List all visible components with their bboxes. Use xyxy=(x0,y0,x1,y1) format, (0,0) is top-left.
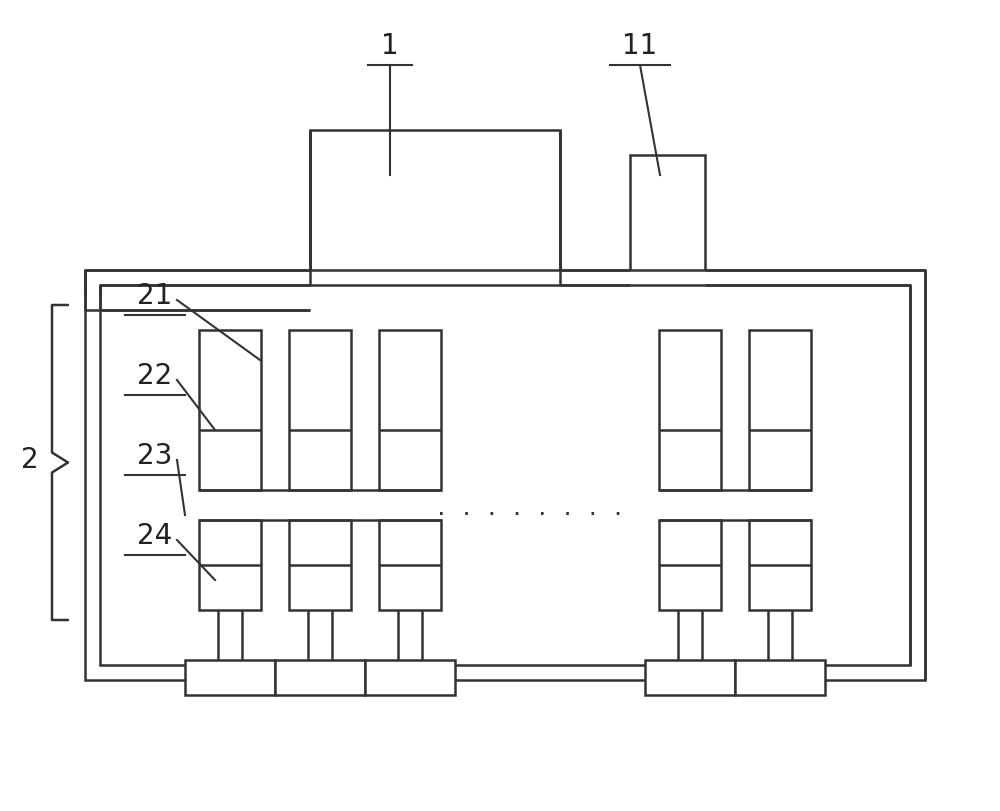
Text: 24: 24 xyxy=(137,522,173,550)
Bar xyxy=(645,660,735,695)
Bar xyxy=(735,660,825,695)
Bar xyxy=(310,130,560,295)
Bar xyxy=(85,270,925,680)
Text: 22: 22 xyxy=(137,362,173,390)
Bar xyxy=(659,520,721,610)
Bar xyxy=(630,155,705,285)
Bar xyxy=(659,330,721,490)
Bar xyxy=(199,520,261,610)
Text: 23: 23 xyxy=(137,442,173,470)
Bar xyxy=(289,520,351,610)
Bar xyxy=(199,330,261,490)
Bar xyxy=(100,285,910,665)
Bar xyxy=(185,660,275,695)
Bar xyxy=(379,330,441,490)
Text: · · · · · · · ·: · · · · · · · · xyxy=(435,505,625,525)
Bar xyxy=(749,330,811,490)
Bar xyxy=(379,520,441,610)
Bar xyxy=(275,660,365,695)
Bar xyxy=(365,660,455,695)
Text: 11: 11 xyxy=(622,32,658,60)
Text: 1: 1 xyxy=(381,32,399,60)
Bar xyxy=(749,520,811,610)
Text: 21: 21 xyxy=(137,282,173,310)
Bar xyxy=(289,330,351,490)
Text: 2: 2 xyxy=(21,446,39,474)
